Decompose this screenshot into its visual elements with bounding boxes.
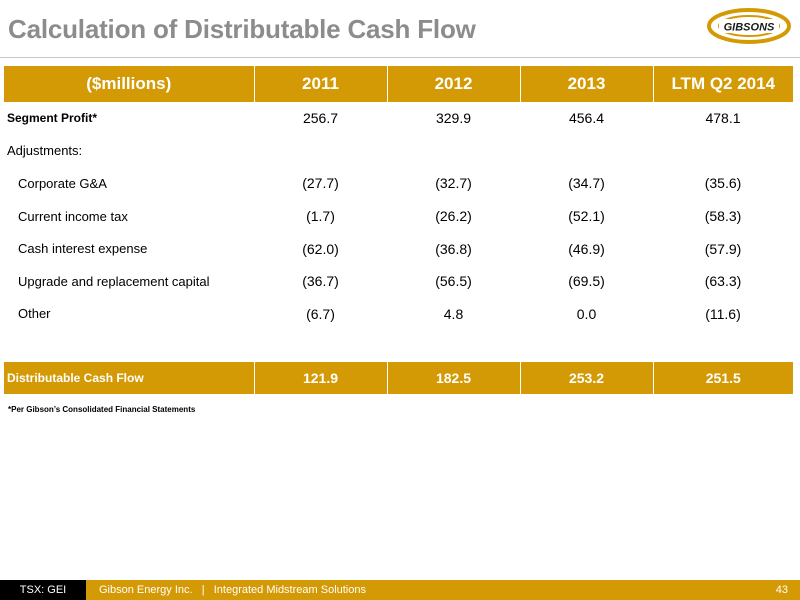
table-cell: (56.5) [435,273,472,290]
title-divider [0,57,800,58]
gibson-logo: GIBSONS [707,8,791,44]
table-cell: (26.2) [435,208,472,225]
footnote: *Per Gibson’s Consolidated Financial Sta… [8,405,196,414]
table-cell: (57.9) [704,240,742,257]
table-cell: (52.1) [568,208,605,225]
total-row: Distributable Cash Flow 121.9 182.5 253.… [4,362,793,395]
table-row: Cash interest expense (62.0) (36.8) (46.… [4,232,793,265]
table-cell: (35.6) [704,175,742,192]
row-label: Current income tax [18,208,128,224]
table-cell: 4.8 [443,305,464,322]
table-cell: 0.0 [576,305,597,322]
table-cell: (69.5) [568,273,605,290]
table-cell: 329.9 [435,110,472,127]
table-row: Corporate G&A (27.7) (32.7) (34.7) (35.6… [4,167,793,200]
table-cell: (46.9) [568,240,605,257]
table-header-row: ($millions) 2011 2012 2013 LTM Q2 2014 [4,66,793,102]
table-cell: 456.4 [568,110,605,127]
table-cell [653,135,793,168]
table-cell: (11.6) [705,305,741,322]
table-cell: (63.3) [704,273,742,290]
row-label: Adjustments: [7,143,83,159]
table-cell: (32.7) [435,175,472,192]
logo-text: GIBSONS [724,22,775,34]
table-cell [254,135,387,168]
total-cell: 121.9 [254,362,388,395]
row-label: Corporate G&A [18,175,107,191]
table-cell [387,135,520,168]
column-header: ($millions) [4,66,255,102]
table-row: Upgrade and replacement capital (36.7) (… [4,265,793,298]
distributable-cash-flow-table: ($millions) 2011 2012 2013 LTM Q2 2014 S… [4,66,793,395]
row-label: Segment Profit* [7,111,98,126]
column-header: 2012 [387,66,521,102]
row-label: Cash interest expense [18,241,148,257]
table-spacer-row [4,330,793,362]
row-label: Upgrade and replacement capital [18,273,210,289]
table-cell: (27.7) [302,175,339,192]
table-row: Current income tax (1.7) (26.2) (52.1) (… [4,200,793,233]
total-cell: 253.2 [520,362,654,395]
column-header: 2013 [520,66,654,102]
table-cell: (1.7) [306,208,335,225]
table-cell [520,135,653,168]
table-cell: 256.7 [302,110,339,127]
total-cell: 251.5 [653,362,793,395]
page-number: 43 [775,584,788,596]
column-header: LTM Q2 2014 [653,66,793,102]
row-label: Other [18,306,51,322]
table-row: Adjustments: [4,135,793,168]
footer-bar: TSX: GEI Gibson Energy Inc. | Integrated… [0,580,800,600]
table-cell: (36.7) [302,273,339,290]
table-row: Segment Profit* 256.7 329.9 456.4 478.1 [4,102,793,135]
footer-ticker: TSX: GEI [0,580,86,600]
total-cell: 182.5 [387,362,521,395]
total-label: Distributable Cash Flow [4,362,255,395]
table-cell: (62.0) [302,240,339,257]
table-cell: 478.1 [705,110,741,127]
table-cell: (58.3) [704,208,742,225]
column-header: 2011 [254,66,388,102]
table-cell: (36.8) [435,240,472,257]
table-row: Other (6.7) 4.8 0.0 (11.6) [4,298,793,331]
footer-company-text: Gibson Energy Inc. | Integrated Midstrea… [99,584,366,596]
page-title: Calculation of Distributable Cash Flow [8,14,476,44]
table-cell: (6.7) [306,305,335,322]
table-cell: (34.7) [568,175,605,192]
